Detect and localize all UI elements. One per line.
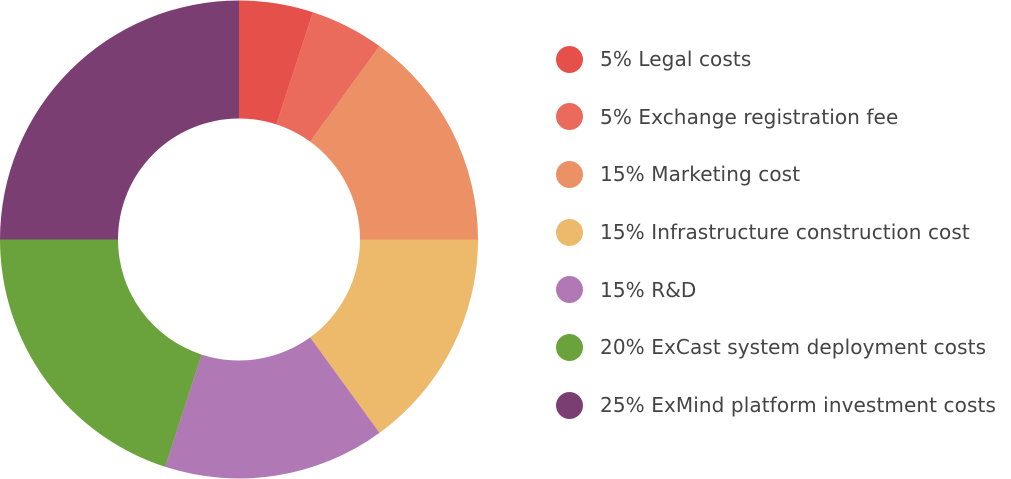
pie-slice <box>0 239 202 467</box>
chart-legend: 5% Legal costs 5% Exchange registration f… <box>556 42 996 446</box>
legend-swatch <box>556 391 583 419</box>
legend-label: 25% ExMind platform investment costs <box>600 393 996 418</box>
legend-item: 5% Legal costs <box>556 42 996 76</box>
legend-swatch <box>556 103 583 131</box>
pie-slice <box>276 12 380 142</box>
legend-item: 5% Exchange registration fee <box>556 100 996 134</box>
legend-item: 20% ExCast system deployment costs <box>556 330 996 364</box>
legend-label: 15% R&D <box>600 277 697 302</box>
pie-slice <box>310 46 478 240</box>
pie-slice <box>239 0 313 125</box>
legend-swatch <box>556 276 583 304</box>
legend-label: 15% Infrastructure construction cost <box>600 220 970 245</box>
legend-label: 15% Marketing cost <box>600 162 801 187</box>
donut-chart <box>0 0 478 479</box>
legend-swatch <box>556 333 583 361</box>
pie-slice <box>0 0 239 240</box>
legend-swatch <box>556 45 583 73</box>
legend-label: 20% ExCast system deployment costs <box>600 335 987 360</box>
legend-swatch <box>556 160 583 188</box>
pie-slice <box>310 239 478 433</box>
legend-item: 25% ExMind platform investment costs <box>556 388 996 422</box>
legend-swatch <box>556 218 583 246</box>
legend-item: 15% R&D <box>556 273 996 307</box>
legend-item: 15% Marketing cost <box>556 157 996 191</box>
pie-slice <box>165 337 380 479</box>
legend-item: 15% Infrastructure construction cost <box>556 215 996 249</box>
legend-label: 5% Exchange registration fee <box>600 104 899 129</box>
legend-label: 5% Legal costs <box>600 47 752 71</box>
